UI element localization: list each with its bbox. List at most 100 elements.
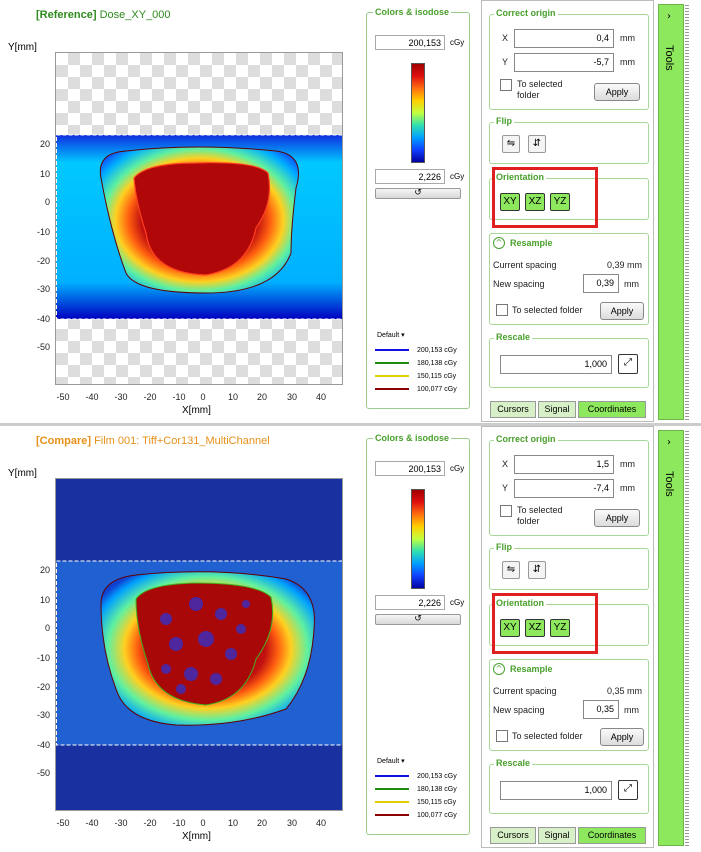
tools-panel: Correct origin X 0,4 mm Y -5,7 mm To sel… <box>481 0 654 422</box>
flip-horizontal-icon[interactable]: ⇋ <box>502 561 520 579</box>
isodose-line[interactable]: 100,077 cGy <box>375 812 467 819</box>
tab-coordinates[interactable]: Coordinates <box>578 827 646 844</box>
rescale-input[interactable]: 1,000 <box>500 355 612 374</box>
max-dose-field[interactable]: 200,153 <box>375 35 445 50</box>
origin-apply-button[interactable]: Apply <box>594 509 640 527</box>
isodose-line[interactable]: 180,138 cGy <box>375 360 467 367</box>
resample-to-selected-label: To selected folder <box>512 305 583 315</box>
orientation-group: Orientation XY XZ YZ <box>489 172 649 220</box>
y-tick: 10 <box>39 169 50 179</box>
tab-cursors[interactable]: Cursors <box>490 827 536 844</box>
colorbar[interactable] <box>411 489 425 589</box>
chevron-right-icon[interactable]: › <box>667 437 671 448</box>
isodose-preset[interactable]: Default ▾ <box>377 757 405 765</box>
max-dose-field[interactable]: 200,153 <box>375 461 445 476</box>
y-tick: -50 <box>36 768 50 778</box>
flip-title: Flip <box>494 542 514 552</box>
to-selected-folder-label: To selected folder <box>517 79 563 100</box>
flip-group: Flip ⇋ ⇵ <box>489 542 649 590</box>
x-tick: -20 <box>143 392 157 402</box>
rescale-input[interactable]: 1,000 <box>500 781 612 800</box>
isodose-swatch <box>375 775 409 778</box>
x-tick: 0 <box>200 818 206 828</box>
rescale-resize-icon[interactable]: ⤢ <box>618 780 638 800</box>
y-tick: 0 <box>44 623 50 633</box>
orientation-xy-button[interactable]: XY <box>500 193 520 211</box>
tools-label: Tools <box>663 45 675 71</box>
new-spacing-unit: mm <box>624 279 639 289</box>
new-spacing-input[interactable]: 0,35 <box>583 700 619 719</box>
y-tick: -40 <box>36 740 50 750</box>
orientation-xz-button[interactable]: XZ <box>525 619 545 637</box>
flip-vertical-icon[interactable]: ⇵ <box>528 561 546 579</box>
resample-apply-button[interactable]: Apply <box>600 302 644 320</box>
origin-y-input[interactable]: -5,7 <box>514 53 614 72</box>
tools-panel: Correct origin X 1,5 mm Y -7,4 mm To sel… <box>481 426 654 848</box>
flip-horizontal-icon[interactable]: ⇋ <box>502 135 520 153</box>
to-selected-folder-checkbox[interactable] <box>500 505 512 517</box>
min-dose-field[interactable]: 2,226 <box>375 169 445 184</box>
origin-x-input[interactable]: 0,4 <box>514 29 614 48</box>
new-spacing-label: New spacing <box>493 705 545 715</box>
x-tick: -10 <box>172 818 186 828</box>
orientation-yz-button[interactable]: YZ <box>550 193 570 211</box>
x-label: X <box>502 33 509 43</box>
chevron-right-icon[interactable]: › <box>667 11 671 22</box>
colorbar[interactable] <box>411 63 425 163</box>
resize-grip[interactable] <box>685 431 689 847</box>
tools-sidebar[interactable]: › Tools <box>658 430 689 847</box>
y-unit: mm <box>620 57 635 67</box>
tab-signal[interactable]: Signal <box>538 827 576 844</box>
origin-y-input[interactable]: -7,4 <box>514 479 614 498</box>
isodose-line[interactable]: 150,115 cGy <box>375 799 467 806</box>
orientation-xy-button[interactable]: XY <box>500 619 520 637</box>
resample-to-selected-checkbox[interactable] <box>496 730 508 742</box>
dose-map[interactable] <box>55 478 343 811</box>
new-spacing-input[interactable]: 0,39 <box>583 274 619 293</box>
y-tick: -20 <box>36 256 50 266</box>
origin-apply-button[interactable]: Apply <box>594 83 640 101</box>
tools-sidebar[interactable]: › Tools <box>658 4 689 421</box>
reset-button[interactable]: ↺ <box>375 614 461 625</box>
rescale-title: Rescale <box>494 332 533 342</box>
x-tick: 10 <box>227 818 238 828</box>
isodose-line[interactable]: 180,138 cGy <box>375 786 467 793</box>
isodose-value: 150,115 cGy <box>417 799 457 806</box>
tab-cursors[interactable]: Cursors <box>490 401 536 418</box>
isodose-swatch <box>375 801 409 804</box>
preset-label: Default <box>377 758 400 765</box>
isodose-line[interactable]: 200,153 cGy <box>375 773 467 780</box>
orientation-xz-button[interactable]: XZ <box>525 193 545 211</box>
origin-x-input[interactable]: 1,5 <box>514 455 614 474</box>
resample-to-selected-checkbox[interactable] <box>496 304 508 316</box>
tab-signal[interactable]: Signal <box>538 401 576 418</box>
tab-coordinates[interactable]: Coordinates <box>578 401 646 418</box>
isodose-line[interactable]: 150,115 cGy <box>375 373 467 380</box>
tools-label: Tools <box>663 471 675 497</box>
x-tick: -50 <box>56 818 70 828</box>
y-tick: 20 <box>39 139 50 149</box>
panel-name: Film 001: Tiff+Cor131_MultiChannel <box>94 435 270 447</box>
resample-to-selected-label: To selected folder <box>512 731 583 741</box>
current-spacing-value: 0,39 mm <box>606 260 642 270</box>
rescale-resize-icon[interactable]: ⤢ <box>618 354 638 374</box>
isodose-line[interactable]: 200,153 cGy <box>375 347 467 354</box>
correct-origin-group: Correct origin X 0,4 mm Y -5,7 mm To sel… <box>489 8 649 110</box>
min-dose-field[interactable]: 2,226 <box>375 595 445 610</box>
resample-group: ^ Resample Current spacing 0,39 mm New s… <box>489 233 649 325</box>
to-selected-folder-checkbox[interactable] <box>500 79 512 91</box>
resize-grip[interactable] <box>685 5 689 421</box>
reset-button[interactable]: ↺ <box>375 188 461 199</box>
panel-title: [Compare] Film 001: Tiff+Cor131_MultiCha… <box>36 435 270 447</box>
isodose-swatch <box>375 388 409 391</box>
collapse-icon[interactable]: ^ <box>493 237 505 249</box>
collapse-icon[interactable]: ^ <box>493 663 505 675</box>
flip-vertical-icon[interactable]: ⇵ <box>528 135 546 153</box>
dose-map[interactable] <box>55 52 343 385</box>
resample-apply-button[interactable]: Apply <box>600 728 644 746</box>
isodose-line[interactable]: 100,077 cGy <box>375 386 467 393</box>
orientation-title: Orientation <box>494 598 547 608</box>
orientation-yz-button[interactable]: YZ <box>550 619 570 637</box>
y-tick: -50 <box>36 342 50 352</box>
isodose-preset[interactable]: Default ▾ <box>377 331 405 339</box>
